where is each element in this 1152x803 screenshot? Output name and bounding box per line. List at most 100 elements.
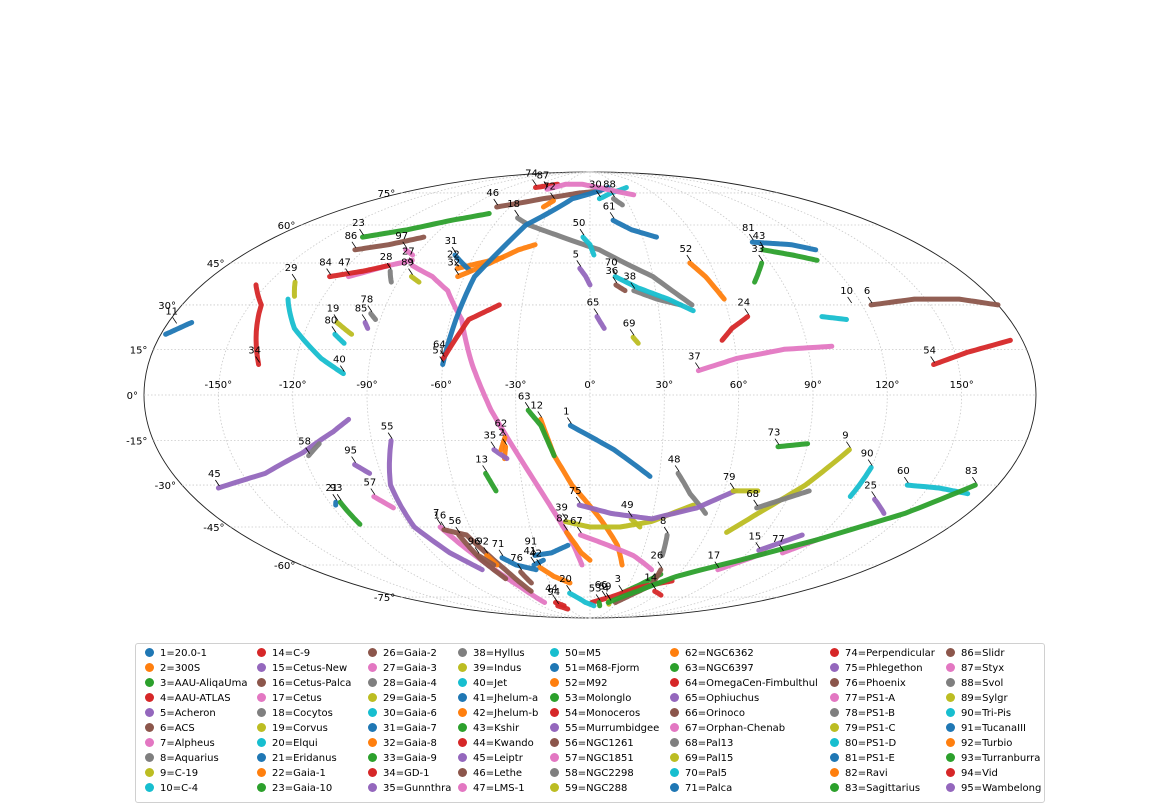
legend-item: 59=NGC288	[550, 783, 627, 794]
legend-marker	[946, 783, 955, 792]
stream-label-leader	[868, 460, 872, 466]
legend-item: 71=Palca	[670, 783, 732, 794]
stream-label-55: 55	[381, 422, 394, 433]
legend-marker	[368, 753, 377, 762]
stream-track-54	[934, 340, 1011, 364]
legend-marker	[368, 663, 377, 672]
stream-label-leader	[745, 309, 749, 315]
legend-label: 86=Slidr	[961, 648, 1004, 659]
stream-label-leader	[352, 242, 356, 248]
stream-label-leader	[630, 329, 634, 335]
legend-marker	[458, 768, 467, 777]
y-tick-label: -45°	[203, 523, 224, 534]
stream-label-leader	[567, 418, 571, 424]
stream-label-20: 20	[559, 574, 572, 585]
stream-label-leader	[872, 491, 876, 497]
x-tick-label: -60°	[431, 380, 452, 391]
stream-track-85	[365, 323, 368, 329]
legend-label: 88=Svol	[961, 678, 1003, 689]
stream-label-49: 49	[621, 500, 634, 511]
stream-label-66: 66	[595, 580, 608, 591]
stream-label-83: 83	[965, 466, 978, 477]
stream-label-52: 52	[679, 244, 692, 255]
stream-label-87: 87	[537, 170, 550, 181]
x-tick-label: 150°	[950, 380, 974, 391]
legend-item: 78=PS1-B	[830, 708, 895, 719]
legend-item: 4=AAU-ATLAS	[145, 693, 231, 704]
y-tick-label: -75°	[374, 593, 395, 604]
legend-label: 2=300S	[160, 663, 200, 674]
stream-label-73: 73	[768, 428, 781, 439]
legend-item: 30=Gaia-6	[368, 708, 437, 719]
legend-item: 2=300S	[145, 663, 200, 674]
stream-label-leader	[972, 477, 976, 483]
legend-marker	[368, 678, 377, 687]
legend-label: 83=Sagittarius	[845, 783, 920, 794]
stream-label-82: 82	[556, 513, 569, 524]
x-tick-label: 120°	[875, 380, 899, 391]
legend-item: 14=C-9	[257, 648, 310, 659]
legend-label: 67=Orphan-Chenab	[685, 723, 785, 734]
stream-track-13	[486, 473, 496, 491]
stream-label-56: 56	[448, 516, 461, 527]
stream-track-53	[599, 603, 600, 606]
legend-marker	[670, 768, 679, 777]
legend-label: 50=M5	[565, 648, 601, 659]
stream-label-8: 8	[660, 516, 666, 527]
legend-label: 63=NGC6397	[685, 663, 754, 674]
stream-label-68: 68	[746, 489, 759, 500]
legend-label: 54=Monoceros	[565, 708, 640, 719]
legend-item: 42=Jhelum-b	[458, 708, 538, 719]
stream-label-67: 67	[570, 516, 583, 527]
legend-label: 92=Turbio	[961, 738, 1012, 749]
stream-label-leader	[619, 585, 623, 591]
stream-track-19	[337, 323, 352, 335]
stream-label-13: 13	[475, 454, 488, 465]
stream-label-leader	[538, 411, 542, 417]
stream-label-leader	[759, 255, 763, 261]
stream-label-leader	[360, 229, 364, 235]
legend-item: 29=Gaia-5	[368, 693, 437, 704]
stream-track-24	[722, 317, 748, 341]
legend-item: 52=M92	[550, 678, 607, 689]
stream-label-97: 97	[395, 231, 408, 242]
legend-marker	[946, 678, 955, 687]
legend-marker	[257, 738, 266, 747]
legend-marker	[670, 678, 679, 687]
stream-label-84: 84	[319, 258, 332, 269]
legend-marker	[145, 708, 154, 717]
legend-item: 55=Murrumbidgee	[550, 723, 659, 734]
stream-label-3: 3	[615, 574, 621, 585]
stream-label-30: 30	[589, 180, 602, 191]
legend-marker	[550, 663, 559, 672]
legend-label: 58=NGC2298	[565, 768, 634, 779]
legend-marker	[830, 738, 839, 747]
legend-label: 9=C-19	[160, 768, 198, 779]
legend-marker	[830, 723, 839, 732]
legend-marker	[145, 723, 154, 732]
legend-item: 57=NGC1851	[550, 753, 634, 764]
legend-item: 76=Phoenix	[830, 678, 906, 689]
legend-label: 95=Wambelong	[961, 783, 1041, 794]
stream-label-leader	[675, 465, 679, 471]
stream-label-35: 35	[484, 431, 497, 442]
legend-item: 87=Styx	[946, 663, 1004, 674]
stream-label-leader	[576, 497, 580, 503]
stream-label-leader	[173, 317, 177, 323]
legend-marker	[670, 738, 679, 747]
legend-marker	[145, 693, 154, 702]
stream-track-68	[757, 491, 810, 508]
legend-marker	[145, 678, 154, 687]
x-tick-label: 60°	[730, 380, 748, 391]
legend-label: 91=TucanaIII	[961, 723, 1026, 734]
legend-item: 10=C-4	[145, 783, 198, 794]
legend-item: 5=Acheron	[145, 708, 216, 719]
legend-item: 18=Cocytos	[257, 708, 333, 719]
legend-marker	[145, 783, 154, 792]
stream-label-leader	[664, 527, 668, 533]
stream-label-leader	[567, 585, 571, 591]
stream-label-76: 76	[510, 553, 523, 564]
stream-label-leader	[368, 306, 372, 312]
stream-label-1: 1	[563, 407, 569, 418]
legend-marker	[830, 663, 839, 672]
